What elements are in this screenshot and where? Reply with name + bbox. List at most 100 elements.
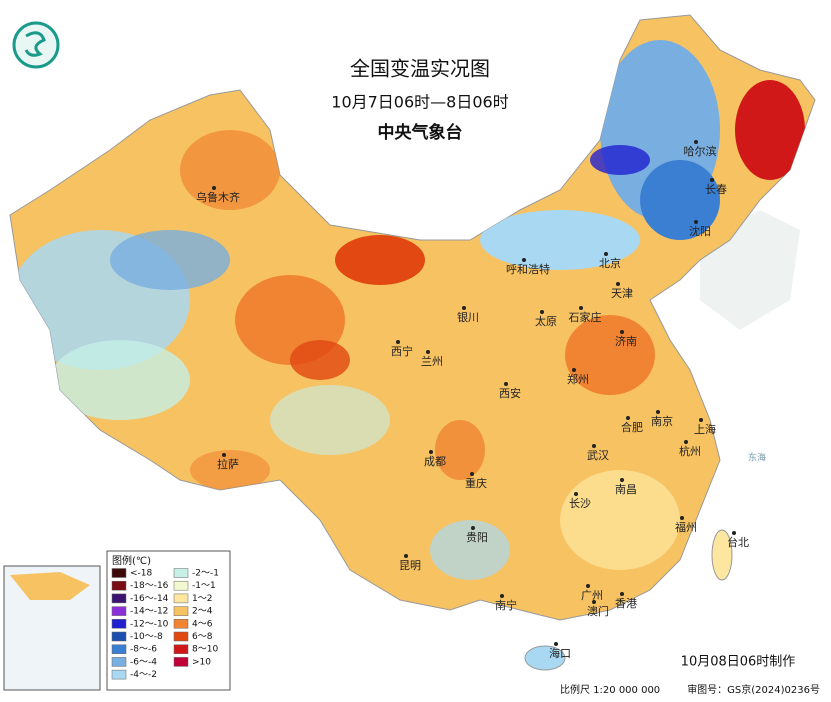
city-label: 贵阳 <box>466 531 488 544</box>
city-label: 西宁 <box>391 344 413 358</box>
city-dot <box>684 440 688 444</box>
legend-swatch <box>173 568 189 578</box>
legend-label: -2～-1 <box>192 569 219 579</box>
city-dot <box>429 450 433 454</box>
issuer: 中央气象台 <box>378 122 463 143</box>
city-dot <box>694 140 698 144</box>
city-dot <box>522 258 526 262</box>
city-label: 哈尔滨 <box>684 144 717 158</box>
legend-swatch <box>111 606 127 616</box>
sea-label: 东海 <box>748 452 766 464</box>
title: 全国变温实况图 <box>350 57 490 81</box>
legend-label: 4～6 <box>192 619 213 629</box>
city-dot <box>592 444 596 448</box>
legend-label: 8～10 <box>192 645 218 655</box>
city-label: 上海 <box>694 422 716 436</box>
city-label: 南昌 <box>615 483 637 496</box>
city-dot <box>554 642 558 646</box>
logo-mark <box>24 31 46 57</box>
hainan <box>524 645 566 671</box>
temperature-field <box>10 40 805 580</box>
legend-label: -6～-4 <box>130 657 157 667</box>
city-dot <box>471 526 475 530</box>
city-label: 台北 <box>727 535 749 549</box>
city-dot <box>604 252 608 256</box>
city-dot <box>504 382 508 386</box>
city-dot <box>732 531 736 535</box>
legend-title: 图例(℃) <box>112 554 151 567</box>
approval: 审图号：GS京(2024)0236号 <box>687 683 820 696</box>
city-label: 福州 <box>675 520 697 534</box>
city-label: 太原 <box>535 315 557 328</box>
legend-swatch <box>111 644 127 654</box>
legend-swatch <box>173 606 189 616</box>
city-label: 兰州 <box>421 355 443 368</box>
city-dot <box>222 453 226 457</box>
legend-label: -1～1 <box>192 581 216 591</box>
city-label: 澳门 <box>587 604 609 618</box>
city-label: 郑州 <box>567 372 589 386</box>
city-dot <box>710 178 714 182</box>
city-label: 长春 <box>705 183 727 196</box>
city-label: 广州 <box>581 589 603 602</box>
city-dot <box>699 418 703 422</box>
city-dot <box>396 340 400 344</box>
city-dot <box>212 186 216 190</box>
city-label: 海口 <box>549 646 571 660</box>
city-dot <box>626 416 630 420</box>
legend-swatch <box>111 593 127 604</box>
city-label: 合肥 <box>621 420 643 434</box>
city-label: 香港 <box>615 597 637 610</box>
city-label: 银川 <box>457 310 479 324</box>
legend-label: -18～-16 <box>130 581 169 591</box>
legend-swatch <box>111 657 127 667</box>
city-dot <box>470 472 474 476</box>
city-label: 沈阳 <box>689 224 711 238</box>
legend-items: <-18 -18～-16 -16～-14 -14～-12 -12～-10 -10～-8 -8… <box>111 568 219 680</box>
legend-label: 2～4 <box>192 607 213 617</box>
city-label: 南宁 <box>495 598 517 612</box>
legend-label: -12～-10 <box>130 619 169 629</box>
legend-swatch <box>173 593 189 604</box>
city-dot <box>579 306 583 310</box>
legend-label: -8～-6 <box>130 645 157 655</box>
subtitle: 10月7日06时—8日06时 <box>331 93 508 112</box>
city-dot <box>656 410 660 414</box>
legend-swatch <box>173 657 189 667</box>
taiwan <box>711 529 733 581</box>
city-dot <box>694 220 698 224</box>
inset-land <box>10 572 90 600</box>
city-dot <box>592 600 596 604</box>
city-label: 昆明 <box>399 559 421 572</box>
city-label: 北京 <box>599 256 621 270</box>
legend-swatch <box>111 580 127 591</box>
city-label: 呼和浩特 <box>506 262 550 276</box>
city-label: 武汉 <box>587 449 609 462</box>
legend-label: -16～-14 <box>130 594 169 604</box>
legend-swatch <box>173 631 189 642</box>
city-label: 长沙 <box>569 497 591 510</box>
city-label: 西安 <box>499 386 521 400</box>
legend-swatch <box>173 580 189 591</box>
city-dot <box>404 554 408 558</box>
made-time: 10月08日06时制作 <box>681 655 796 670</box>
city-label: 天津 <box>611 287 633 300</box>
legend-swatch <box>111 669 127 680</box>
city-dot <box>426 350 430 354</box>
legend-label: >10 <box>192 657 211 667</box>
city-dot <box>620 592 624 596</box>
legend-swatch <box>173 619 189 629</box>
legend-swatch <box>111 619 127 629</box>
city-dot <box>572 368 576 372</box>
city-label: 杭州 <box>679 444 701 458</box>
legend-label: 6～8 <box>192 632 213 642</box>
legend-label: <-18 <box>130 569 153 579</box>
city-dot <box>574 492 578 496</box>
city-label: 成都 <box>424 455 446 468</box>
legend-swatch <box>111 568 127 578</box>
city-dot <box>680 516 684 520</box>
city-dot <box>500 594 504 598</box>
legend <box>106 550 231 691</box>
